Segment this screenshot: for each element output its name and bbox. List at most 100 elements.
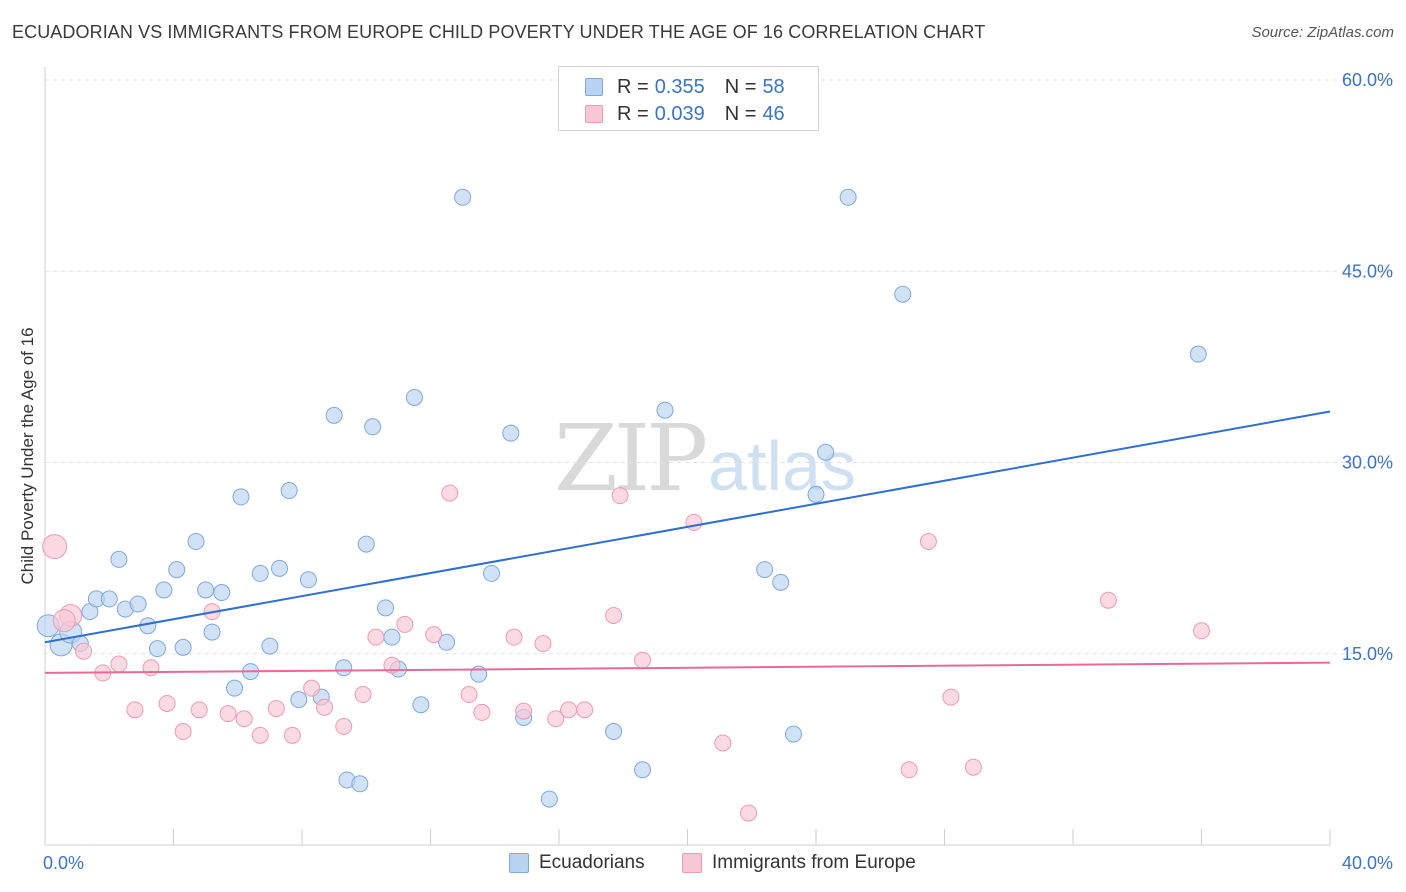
immigrant-point	[740, 804, 758, 822]
ecuadorian-point	[502, 424, 520, 442]
source-label: Source: ZipAtlas.com	[1251, 24, 1394, 41]
ecuadorian-point	[412, 696, 430, 714]
immigrant-point	[534, 635, 552, 653]
legend-row-immigrants: R = 0.039 N = 46	[585, 102, 785, 126]
series-legend: Ecuadorians Immigrants from Europe	[0, 852, 1406, 878]
ecuadorian-point	[656, 401, 674, 419]
ecuadorian-point	[280, 482, 298, 500]
immigrant-point	[1099, 591, 1117, 609]
ecuadorian-point	[226, 679, 244, 697]
ecuadorian-point	[357, 535, 375, 553]
y-tick-label: 60.0%	[1342, 70, 1393, 90]
immigrant-point	[52, 609, 76, 633]
immigrant-point	[460, 686, 478, 704]
ecuadorian-point	[197, 581, 215, 599]
legend-n-value: 58	[762, 75, 785, 98]
immigrant-point	[611, 487, 629, 505]
ecuadorian-point	[894, 285, 912, 303]
immigrant-point	[335, 717, 353, 735]
immigrant-point	[685, 513, 703, 531]
immigrant-point	[515, 702, 533, 720]
ecuadorian-point	[605, 723, 623, 741]
stats-legend: R = 0.355 N = 58 R = 0.039 N = 46	[558, 66, 819, 131]
ecuadorian-point	[174, 638, 192, 656]
legend-swatch-blue	[509, 853, 529, 873]
y-tick-label: 45.0%	[1342, 261, 1393, 281]
ecuadorian-trend-line	[44, 410, 1331, 644]
legend-item-immigrants: Immigrants from Europe	[682, 852, 916, 874]
ecuadorian-point	[155, 581, 173, 599]
ecuadorian-point	[1189, 345, 1207, 363]
immigrant-point	[190, 701, 208, 719]
immigrant-point	[919, 533, 937, 551]
ecuadorian-point	[271, 559, 289, 577]
immigrant-point	[174, 723, 192, 741]
immigrant-point	[505, 628, 523, 646]
immigrant-trend-line	[44, 661, 1331, 674]
legend-r-label: R =	[617, 75, 649, 98]
ecuadorian-point	[438, 633, 456, 651]
immigrant-point	[75, 642, 93, 660]
immigrant-point	[576, 701, 594, 719]
ecuadorian-point	[335, 659, 353, 677]
legend-swatch-pink	[585, 105, 603, 123]
legend-swatch-pink	[682, 853, 702, 873]
immigrant-point	[283, 726, 301, 744]
ecuadorian-point	[213, 584, 231, 602]
y-axis-label: Child Poverty Under the Age of 16	[18, 327, 37, 584]
watermark: ZIPatlas	[554, 405, 856, 512]
watermark-atlas: atlas	[708, 427, 857, 505]
ecuadorian-point	[785, 725, 803, 743]
immigrant-point	[964, 758, 982, 776]
ecuadorian-point	[168, 561, 186, 579]
immigrant-point	[219, 705, 237, 723]
immigrant-point	[560, 701, 578, 719]
immigrant-point	[605, 607, 623, 624]
ecuadorian-point	[454, 188, 472, 206]
immigrant-point	[251, 726, 269, 744]
y-tick-label: 30.0%	[1342, 453, 1393, 473]
ecuadorian-point	[756, 561, 774, 579]
legend-n-label: N =	[724, 75, 757, 98]
immigrant-point	[158, 694, 176, 712]
chart-title: ECUADORIAN VS IMMIGRANTS FROM EUROPE CHI…	[12, 22, 986, 42]
immigrant-point	[303, 679, 321, 697]
immigrant-point	[354, 686, 372, 704]
ecuadorian-point	[148, 640, 166, 658]
immigrant-point	[267, 700, 285, 718]
legend-label-ecuadorians: Ecuadorians	[539, 852, 645, 873]
legend-r-value: 0.039	[654, 102, 705, 125]
ecuadorian-point	[540, 790, 558, 808]
x-tick-label: 40.0%	[1342, 853, 1393, 873]
immigrant-point	[714, 734, 732, 752]
legend-row-ecuadorians: R = 0.355 N = 58	[585, 75, 785, 99]
ecuadorian-point	[261, 637, 279, 655]
immigrant-point	[634, 651, 652, 669]
immigrant-point	[425, 626, 443, 644]
immigrant-point	[235, 710, 253, 728]
ecuadorian-point	[129, 595, 147, 613]
legend-r-label: R =	[617, 102, 649, 125]
ecuadorian-point	[290, 691, 308, 709]
legend-n-value: 46	[762, 102, 785, 125]
ecuadorian-point	[351, 775, 369, 793]
ecuadorian-point	[187, 533, 205, 551]
legend-label-immigrants: Immigrants from Europe	[712, 852, 916, 873]
ecuadorian-point	[299, 571, 317, 589]
y-tick-label: 15.0%	[1342, 644, 1393, 664]
ecuadorian-point	[377, 599, 395, 617]
immigrant-point	[42, 534, 68, 560]
immigrant-point	[942, 688, 960, 706]
immigrant-point	[473, 703, 491, 721]
immigrant-point	[142, 659, 160, 677]
watermark-zip: ZIP	[554, 405, 708, 512]
legend-swatch-blue	[585, 78, 603, 96]
ecuadorian-point	[325, 406, 343, 424]
ecuadorian-point	[232, 488, 250, 506]
ecuadorian-point	[110, 550, 128, 568]
ecuadorian-point	[483, 564, 501, 582]
immigrant-point	[547, 710, 565, 728]
legend-item-ecuadorians: Ecuadorians	[509, 852, 645, 874]
immigrant-point	[367, 628, 385, 646]
immigrant-point	[315, 698, 333, 716]
